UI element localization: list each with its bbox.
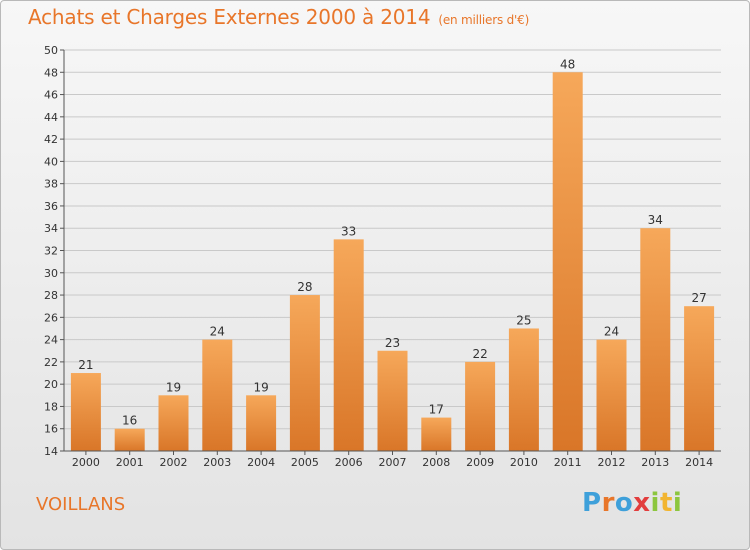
y-tick-label: 40 — [44, 155, 58, 168]
chart-title: Achats et Charges Externes 2000 à 2014 (e… — [28, 5, 529, 29]
y-tick-label: 22 — [44, 356, 58, 369]
y-tick-label: 36 — [44, 200, 58, 213]
bar-2010 — [508, 328, 539, 451]
value-label-2009: 22 — [472, 347, 487, 361]
y-tick-label: 38 — [44, 178, 58, 191]
value-labels: 21 16 19 24 19 28 33 23 17 22 25 48 24 34 27 — [78, 57, 706, 427]
bar-2004 — [246, 395, 277, 451]
bar-2006 — [333, 239, 364, 451]
y-tick-label: 32 — [44, 245, 58, 258]
y-tick-label: 20 — [44, 378, 58, 391]
bar-2005 — [289, 295, 320, 451]
bar-2012 — [596, 339, 627, 451]
x-tick-label-2014: 2014 — [685, 456, 713, 469]
value-label-2013: 34 — [648, 213, 663, 227]
value-label-2006: 33 — [341, 224, 356, 238]
value-label-2003: 24 — [210, 325, 225, 339]
bar-2011 — [552, 72, 583, 452]
y-tick-label: 26 — [44, 311, 58, 324]
value-label-2007: 23 — [385, 336, 400, 350]
bar-2008 — [421, 417, 452, 451]
x-tick-label-2003: 2003 — [203, 456, 231, 469]
value-label-2010: 25 — [516, 313, 531, 327]
y-tick-label: 48 — [44, 66, 58, 79]
bar-2009 — [465, 361, 496, 451]
y-tick-label: 28 — [44, 289, 58, 302]
x-tick-label-2006: 2006 — [335, 456, 363, 469]
y-axis: 14 16 18 20 22 24 26 28 30 32 34 36 38 40 42 44 46 48 50 — [44, 44, 65, 458]
bar-2013 — [640, 228, 671, 451]
bar-2003 — [202, 339, 233, 451]
x-tick-label-2011: 2011 — [554, 456, 582, 469]
bars — [70, 72, 715, 452]
x-tick-label-2005: 2005 — [291, 456, 319, 469]
commune-name: VOILLANS — [36, 494, 126, 515]
x-tick-label-2004: 2004 — [247, 456, 275, 469]
y-tick-label: 24 — [44, 334, 58, 347]
value-label-2001: 16 — [122, 414, 137, 428]
x-tick-label-2002: 2002 — [160, 456, 188, 469]
value-label-2014: 27 — [691, 291, 706, 305]
x-tick-label-2000: 2000 — [72, 456, 100, 469]
title-text: Achats et Charges Externes 2000 à 2014 — [28, 5, 431, 29]
value-label-2008: 17 — [429, 403, 444, 417]
bar-2007 — [377, 350, 408, 451]
x-tick-label-2012: 2012 — [598, 456, 626, 469]
y-tick-label: 34 — [44, 222, 58, 235]
y-tick-label: 16 — [44, 423, 58, 436]
y-tick-label: 42 — [44, 133, 58, 146]
x-tick-label-2013: 2013 — [641, 456, 669, 469]
y-tick-label: 46 — [44, 89, 58, 102]
y-tick-label: 14 — [44, 445, 58, 458]
x-axis: 2000 2001 2002 2003 2004 2005 2006 2007 2008 2009… — [64, 450, 721, 469]
title-unit: (en milliers d'€) — [438, 13, 530, 27]
value-label-2005: 28 — [297, 280, 312, 294]
bar-2001 — [114, 428, 145, 451]
y-tick-label: 50 — [44, 44, 58, 57]
value-label-2004: 19 — [253, 380, 268, 394]
bar-2000 — [70, 373, 101, 451]
value-label-2002: 19 — [166, 380, 181, 394]
x-tick-label-2009: 2009 — [466, 456, 494, 469]
y-tick-label: 18 — [44, 400, 58, 413]
value-label-2011: 48 — [560, 57, 575, 71]
y-tick-label: 44 — [44, 111, 58, 124]
x-tick-label-2010: 2010 — [510, 456, 538, 469]
value-label-2012: 24 — [604, 325, 619, 339]
x-tick-label-2001: 2001 — [116, 456, 144, 469]
bar-2014 — [684, 306, 715, 451]
y-tick-label: 30 — [44, 267, 58, 280]
value-label-2000: 21 — [78, 358, 93, 372]
x-tick-label-2007: 2007 — [379, 456, 407, 469]
proxiti-logo: Proxiti — [582, 488, 683, 518]
bar-2002 — [158, 395, 189, 451]
x-tick-label-2008: 2008 — [422, 456, 450, 469]
